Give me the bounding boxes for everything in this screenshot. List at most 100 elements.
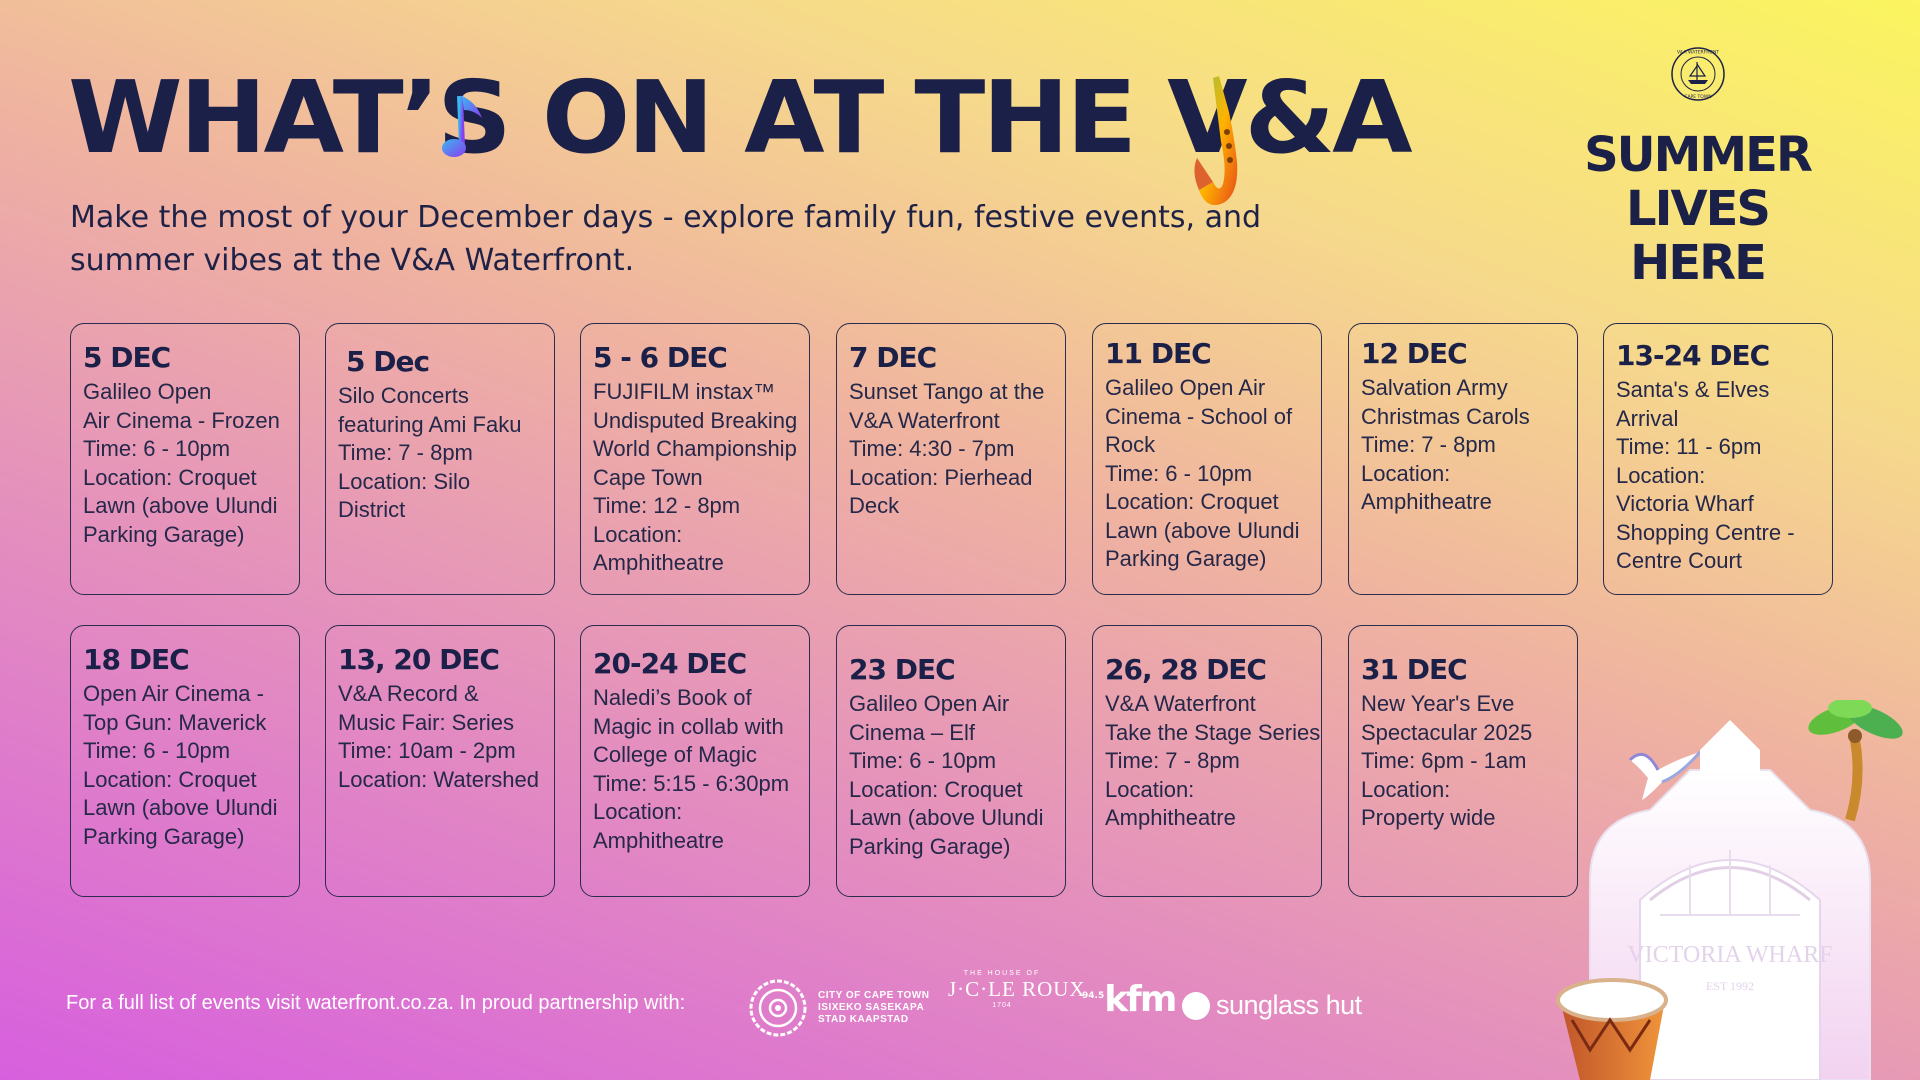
- event-line: Parking Garage): [83, 521, 245, 547]
- cape-town-line: CITY OF CAPE TOWN: [818, 990, 930, 1001]
- seagull-icon: [1628, 751, 1702, 800]
- event-line: Location:: [1361, 460, 1451, 486]
- event-line: Silo Concerts: [338, 383, 469, 408]
- jc-le-roux-name: J·C·LE ROUX: [948, 977, 1086, 1001]
- event-line: Arrival: [1616, 405, 1679, 431]
- event-line: Spectacular 2025: [1361, 719, 1533, 745]
- event-date: 13, 20 DEC: [338, 643, 500, 676]
- event-line: Naledi’s Book of: [593, 685, 752, 710]
- svg-text:CAPE TOWN: CAPE TOWN: [1684, 94, 1711, 100]
- event-date: 5 Dec: [346, 345, 430, 378]
- event-line: Music Fair: Series: [338, 709, 515, 735]
- event-line: Location:: [1361, 776, 1451, 802]
- event-card: 5 Dec Silo Concerts featuring Ami Faku T…: [325, 323, 555, 595]
- footer-text: For a full list of events visit waterfro…: [66, 992, 686, 1014]
- event-details: Galileo Open Air Cinema - School of Rock…: [1105, 374, 1311, 574]
- event-line: Property wide: [1361, 805, 1496, 830]
- saxophone-icon: [1194, 76, 1238, 206]
- building-icon: VICTORIA WHARF EST 1992: [1589, 720, 1871, 1080]
- partner-logo-kfm: 94.5kfm: [1082, 979, 1177, 1020]
- event-details: Galileo Open Air Cinema – Elf Time: 6 - …: [849, 690, 1055, 861]
- event-date: 5 - 6 DEC: [593, 341, 728, 374]
- palm-tree-icon: [1808, 700, 1903, 822]
- event-details: FUJIFILM instax™ Undisputed Breaking Wor…: [593, 378, 799, 578]
- event-line: V&A Waterfront: [849, 407, 1000, 433]
- event-line: Location:: [593, 521, 683, 547]
- event-line: Deck: [849, 493, 900, 518]
- event-card: 13-24 DEC Santa's & Elves Arrival Time: …: [1603, 323, 1833, 595]
- event-card: 20-24 DEC Naledi’s Book of Magic in coll…: [580, 625, 810, 897]
- event-line: Galileo Open Air: [1105, 375, 1266, 400]
- event-line: Christmas Carols: [1361, 403, 1530, 429]
- event-line: V&A Waterfront: [1105, 691, 1256, 716]
- event-line: Lawn (above Ulundi: [83, 493, 278, 518]
- event-line: Santa's & Elves: [1616, 377, 1770, 402]
- event-line: FUJIFILM instax™: [593, 379, 776, 404]
- event-line: Amphitheatre: [593, 550, 724, 575]
- event-details: Open Air Cinema - Top Gun: Maverick Time…: [83, 680, 289, 851]
- event-line: Shopping Centre -: [1616, 519, 1795, 545]
- event-line: Lawn (above Ulundi: [1105, 517, 1300, 543]
- event-card: 11 DEC Galileo Open Air Cinema - School …: [1092, 323, 1322, 595]
- seal-icon: V&A WATERFRONT CAPE TOWN: [1670, 47, 1725, 101]
- event-details: Salvation Army Christmas Carols Time: 7 …: [1361, 374, 1567, 517]
- event-date: 23 DEC: [849, 653, 956, 686]
- music-note-icon: [442, 95, 482, 157]
- event-card: 7 DEC Sunset Tango at the V&A Waterfront…: [836, 323, 1066, 595]
- event-line: Location: Watershed: [338, 766, 539, 792]
- page-title: WHAT’S ON AT THE V&A: [68, 59, 1413, 176]
- event-card: 23 DEC Galileo Open Air Cinema – Elf Tim…: [836, 625, 1066, 897]
- event-card: 5 - 6 DEC FUJIFILM instax™ Undisputed Br…: [580, 323, 810, 595]
- event-card: 5 DEC Galileo Open Air Cinema - Frozen T…: [70, 323, 300, 595]
- event-line: Time: 6pm - 1am: [1361, 748, 1527, 773]
- event-line: Parking Garage): [83, 823, 245, 849]
- event-line: Location: Silo: [338, 468, 471, 494]
- sunglass-hut-dot: [1182, 991, 1210, 1020]
- event-date: 12 DEC: [1361, 337, 1468, 370]
- event-card: 12 DEC Salvation Army Christmas Carols T…: [1348, 323, 1578, 595]
- event-line: World Championship: [593, 436, 797, 461]
- event-line: Lawn (above Ulundi: [83, 795, 278, 820]
- event-details: Naledi’s Book of Magic in collab with Co…: [593, 684, 799, 855]
- event-line: Amphitheatre: [1361, 489, 1492, 514]
- partner-logo-jc-le-roux: THE HOUSE OF J·C·LE ROUX 1704: [948, 970, 1086, 1009]
- event-line: Rock: [1105, 432, 1156, 457]
- event-line: Magic in collab with: [593, 713, 784, 739]
- event-line: Location: Pierhead: [849, 464, 1033, 490]
- event-line: Parking Garage): [849, 833, 1011, 859]
- event-date: 20-24 DEC: [593, 647, 747, 680]
- event-line: Top Gun: Maverick: [83, 709, 267, 735]
- brand-block: V&A WATERFRONT CAPE TOWN SUMMER LIVES HE…: [1555, 46, 1840, 290]
- cape-town-text: CITY OF CAPE TOWN ISIXEKO SASEKAPA STAD …: [818, 990, 929, 1026]
- building-name: VICTORIA WHARF: [1627, 942, 1832, 968]
- event-line: featuring Ami Faku: [338, 411, 522, 437]
- event-line: Time: 7 - 8pm: [1361, 432, 1496, 457]
- kfm-name: kfm: [1104, 979, 1177, 1020]
- event-date: 5 DEC: [83, 341, 171, 374]
- event-date: 13-24 DEC: [1616, 339, 1770, 372]
- event-line: Location: Croquet: [83, 766, 257, 792]
- event-details: V&A Waterfront Take the Stage Series Tim…: [1105, 690, 1320, 833]
- event-line: Time: 6 - 10pm: [83, 738, 231, 763]
- event-details: Sunset Tango at the V&A Waterfront Time:…: [849, 378, 1055, 521]
- event-details: Silo Concerts featuring Ami Faku Time: 7…: [338, 382, 544, 525]
- event-line: Time: 6 - 10pm: [83, 436, 231, 461]
- partner-logo-sunglass-hut: sunglass hut: [1182, 990, 1362, 1021]
- event-line: Location:: [1616, 462, 1706, 488]
- event-line: Time: 12 - 8pm: [593, 493, 741, 518]
- kfm-frequency: 94.5: [1082, 991, 1105, 1001]
- event-line: Victoria Wharf: [1616, 491, 1754, 516]
- event-date: 31 DEC: [1361, 653, 1468, 686]
- event-line: Amphitheatre: [593, 827, 724, 853]
- event-line: Time: 6 - 10pm: [1105, 460, 1253, 486]
- jc-le-roux-est: 1704: [992, 1002, 1012, 1009]
- event-line: Time: 4:30 - 7pm: [849, 436, 1015, 461]
- sunglass-hut-name: sunglass hut: [1216, 990, 1362, 1020]
- event-line: Cinema – Elf: [849, 719, 975, 745]
- jc-le-roux-house-of: THE HOUSE OF: [963, 970, 1041, 977]
- cape-town-line: STAD KAAPSTAD: [818, 1014, 909, 1025]
- event-details: Santa's & Elves Arrival Time: 11 - 6pm L…: [1616, 376, 1822, 576]
- svg-text:V&A WATERFRONT: V&A WATERFRONT: [1676, 50, 1718, 56]
- event-line: Time: 6 - 10pm: [849, 748, 997, 773]
- event-line: Time: 5:15 - 6:30pm: [593, 770, 790, 796]
